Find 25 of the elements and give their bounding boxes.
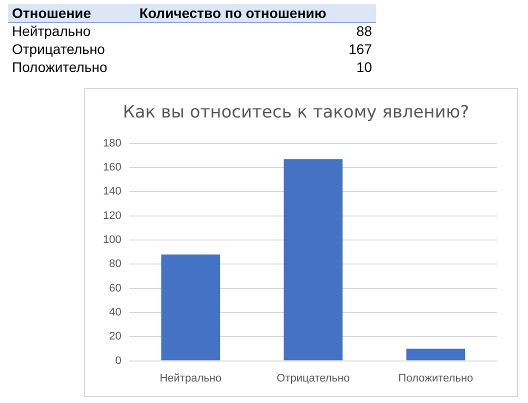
- data-label: 167: [348, 40, 373, 58]
- text: Количество по отношению: [138, 4, 328, 22]
- y-tick-label: 80: [109, 258, 122, 270]
- category-label: Отрицательно: [11, 40, 106, 58]
- y-tick-label: 0: [115, 354, 122, 367]
- x-tick-label: Нейтрально: [160, 372, 222, 384]
- data-label: 10: [355, 58, 373, 76]
- category-label: Положительно: [11, 58, 108, 76]
- bar: [284, 159, 343, 360]
- y-tick-label: 60: [109, 282, 122, 294]
- x-tick-label: Положительно: [398, 372, 474, 384]
- y-tick-label: 180: [102, 137, 122, 150]
- data-label: 88: [355, 22, 373, 40]
- chart-title: Как вы относитесь к такому явлению?: [122, 102, 470, 123]
- text: Отношение: [11, 4, 92, 22]
- x-tick-label: Отрицательно: [276, 372, 350, 384]
- y-tick-label: 20: [109, 330, 122, 343]
- y-tick-label: 40: [109, 306, 122, 319]
- y-tick-label: 140: [102, 186, 122, 198]
- y-tick-label: 120: [102, 210, 122, 222]
- y-tick-label: 100: [102, 234, 122, 246]
- y-tick-label: 160: [102, 162, 122, 174]
- bar: [406, 348, 466, 360]
- category-label: Нейтрально: [11, 22, 92, 40]
- bar: [161, 254, 220, 360]
